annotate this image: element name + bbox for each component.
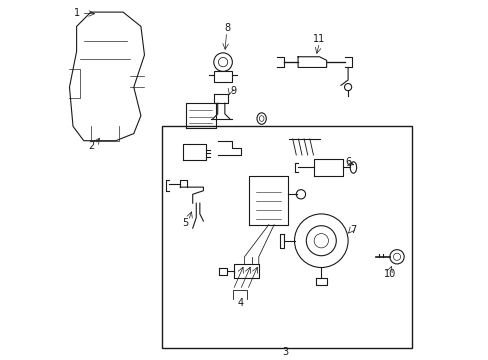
Text: 2: 2 (87, 141, 94, 151)
Text: 5: 5 (182, 218, 187, 228)
Text: 6: 6 (345, 157, 350, 167)
Text: 11: 11 (313, 34, 325, 44)
Text: 4: 4 (237, 298, 243, 308)
Text: 7: 7 (349, 225, 356, 235)
Text: 8: 8 (224, 23, 230, 33)
Text: 3: 3 (282, 347, 288, 357)
Text: 10: 10 (384, 269, 396, 279)
Text: 1: 1 (73, 8, 80, 18)
Bar (162, 126, 411, 348)
Text: 9: 9 (229, 86, 236, 96)
